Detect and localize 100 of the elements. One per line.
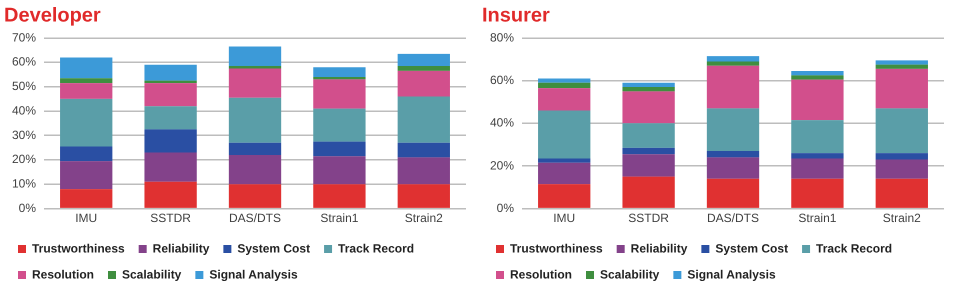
legend-label: Signal Analysis <box>687 267 776 282</box>
bar <box>622 176 675 208</box>
bar <box>398 157 450 184</box>
bar <box>791 178 844 208</box>
bar <box>622 82 675 88</box>
bar <box>228 46 282 66</box>
x-tick-label: DAS/DTS <box>707 211 760 226</box>
bar <box>144 64 197 81</box>
legend-label: System Cost <box>237 241 310 256</box>
legend-label: Trustworthiness <box>32 241 126 256</box>
bar <box>60 189 112 208</box>
bar <box>60 83 112 99</box>
bar <box>706 108 760 152</box>
bar <box>791 120 844 154</box>
bar <box>60 146 112 162</box>
bar <box>791 153 844 158</box>
bar <box>876 160 928 179</box>
bar <box>622 148 675 154</box>
y-tick-label: 80% <box>490 30 514 44</box>
bar <box>538 162 590 184</box>
bar <box>538 78 590 83</box>
bar <box>706 66 760 108</box>
bar <box>60 57 112 78</box>
bar <box>144 129 197 153</box>
bar <box>706 61 760 66</box>
bar <box>60 98 112 146</box>
bar <box>706 157 760 179</box>
legend-label: Track Record <box>816 241 892 256</box>
bar <box>791 71 844 76</box>
bar <box>538 110 590 158</box>
bar <box>60 161 112 190</box>
bar <box>144 83 197 106</box>
legend-label: Resolution <box>510 267 572 282</box>
bar <box>60 78 112 84</box>
legend-label: Reliability <box>152 241 210 256</box>
bar <box>228 68 282 98</box>
legend-label: Scalability <box>122 267 182 282</box>
bar <box>313 67 366 77</box>
bar <box>538 158 590 163</box>
bar <box>144 182 197 208</box>
chart-title: Developer <box>4 4 101 27</box>
bar <box>876 64 928 69</box>
bar <box>622 91 675 124</box>
bar <box>398 70 450 96</box>
bar <box>876 60 928 65</box>
bar <box>144 80 197 84</box>
bar <box>706 56 760 62</box>
bar <box>622 154 675 177</box>
bar <box>313 142 366 156</box>
y-tick-label: 30% <box>12 128 36 142</box>
bar <box>228 98 282 143</box>
bar <box>622 123 675 148</box>
x-tick-label: SSTDR <box>150 211 192 226</box>
x-tick-label: Strain1 <box>320 211 359 226</box>
x-tick-label: IMU <box>75 211 98 226</box>
x-tick-label: Strain2 <box>404 211 444 226</box>
x-tick-label: Strain1 <box>798 211 837 226</box>
bar <box>706 151 760 158</box>
bar <box>228 154 282 184</box>
bar <box>876 178 928 208</box>
y-tick-label: 40% <box>490 116 514 130</box>
y-tick-label: 20% <box>490 158 514 172</box>
bar <box>144 106 197 130</box>
x-tick-label: IMU <box>553 211 576 226</box>
legend-label: Scalability <box>600 267 660 282</box>
bar <box>398 184 450 208</box>
legend-label: Resolution <box>32 267 94 282</box>
bar <box>228 184 282 208</box>
x-tick-label: DAS/DTS <box>229 211 282 226</box>
bar <box>398 66 450 71</box>
bar <box>398 96 450 143</box>
bar <box>706 178 760 208</box>
legend-label: Signal Analysis <box>209 267 298 282</box>
y-tick-label: 70% <box>12 30 36 44</box>
bar <box>313 108 366 142</box>
bar <box>398 54 450 66</box>
legend-label: Track Record <box>338 241 414 256</box>
bar <box>398 142 450 158</box>
bar <box>538 82 590 88</box>
bar <box>876 108 928 154</box>
bar <box>538 184 590 208</box>
bar <box>876 153 928 160</box>
y-tick-label: 20% <box>12 152 36 166</box>
bar <box>876 68 928 108</box>
x-tick-label: SSTDR <box>628 211 670 226</box>
legend-label: System Cost <box>715 241 788 256</box>
x-tick-label: Strain2 <box>882 211 922 226</box>
bar <box>144 152 197 182</box>
y-tick-label: 10% <box>12 176 36 191</box>
bar <box>313 156 366 184</box>
bar <box>791 80 844 120</box>
bar <box>228 142 282 155</box>
bar <box>538 88 590 111</box>
bar <box>622 87 675 92</box>
y-tick-label: 0% <box>496 200 514 215</box>
chart-title: Insurer <box>482 4 550 27</box>
y-tick-label: 50% <box>12 79 36 94</box>
legend-label: Trustworthiness <box>510 241 604 256</box>
bar <box>791 158 844 179</box>
bar <box>791 75 844 80</box>
